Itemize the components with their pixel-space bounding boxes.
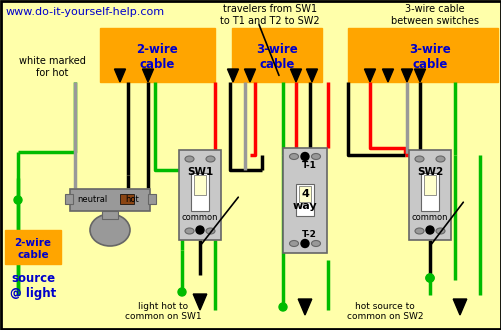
Polygon shape bbox=[227, 69, 238, 82]
Ellipse shape bbox=[185, 228, 193, 234]
Bar bbox=[408, 150, 450, 240]
Bar bbox=[231, 28, 321, 82]
Ellipse shape bbox=[414, 156, 423, 162]
Text: hot: hot bbox=[125, 195, 139, 205]
Bar bbox=[148, 194, 156, 204]
Text: common: common bbox=[411, 214, 447, 222]
Bar bbox=[420, 173, 438, 211]
Text: neutral: neutral bbox=[77, 195, 107, 205]
Polygon shape bbox=[382, 69, 393, 82]
Ellipse shape bbox=[185, 156, 193, 162]
Ellipse shape bbox=[311, 153, 320, 159]
Text: T-2: T-2 bbox=[301, 230, 316, 239]
Bar bbox=[283, 148, 326, 252]
Text: common: common bbox=[181, 214, 218, 222]
Ellipse shape bbox=[289, 241, 298, 247]
Text: travelers from SW1
to T1 and T2 to SW2: travelers from SW1 to T1 and T2 to SW2 bbox=[220, 4, 319, 26]
Bar bbox=[423, 175, 435, 195]
Ellipse shape bbox=[425, 274, 433, 282]
Text: 3-wire cable
between switches: 3-wire cable between switches bbox=[390, 4, 478, 26]
Ellipse shape bbox=[205, 156, 214, 162]
Bar bbox=[296, 184, 313, 216]
Ellipse shape bbox=[301, 240, 309, 248]
Text: T-1: T-1 bbox=[301, 161, 316, 170]
Ellipse shape bbox=[425, 226, 433, 234]
Bar bbox=[65, 194, 73, 204]
Bar bbox=[299, 186, 311, 202]
Ellipse shape bbox=[14, 196, 22, 204]
Polygon shape bbox=[244, 69, 255, 82]
Ellipse shape bbox=[311, 241, 320, 247]
Polygon shape bbox=[298, 299, 311, 315]
Text: 2-wire
cable: 2-wire cable bbox=[15, 238, 52, 260]
Ellipse shape bbox=[435, 156, 444, 162]
Text: 3-wire
cable: 3-wire cable bbox=[408, 43, 450, 71]
Polygon shape bbox=[452, 299, 466, 315]
Text: hot source to
common on SW2: hot source to common on SW2 bbox=[346, 302, 422, 321]
Polygon shape bbox=[193, 294, 206, 310]
Bar bbox=[5, 230, 61, 264]
Ellipse shape bbox=[279, 303, 287, 311]
Bar bbox=[120, 194, 134, 204]
Ellipse shape bbox=[178, 288, 186, 296]
Polygon shape bbox=[401, 69, 412, 82]
Ellipse shape bbox=[90, 214, 130, 246]
Ellipse shape bbox=[289, 153, 298, 159]
Text: white marked
for hot: white marked for hot bbox=[19, 56, 85, 78]
Bar bbox=[347, 28, 497, 82]
Polygon shape bbox=[306, 69, 317, 82]
Bar bbox=[70, 189, 150, 211]
Text: light hot to
common on SW1: light hot to common on SW1 bbox=[124, 302, 201, 321]
Ellipse shape bbox=[425, 274, 433, 282]
Text: 4
way: 4 way bbox=[292, 189, 317, 211]
Bar bbox=[102, 211, 118, 219]
Text: 3-wire
cable: 3-wire cable bbox=[256, 43, 297, 71]
Polygon shape bbox=[290, 69, 301, 82]
Text: SW1: SW1 bbox=[186, 167, 213, 177]
Polygon shape bbox=[142, 69, 153, 82]
Text: 2-wire
cable: 2-wire cable bbox=[136, 43, 177, 71]
Text: www.do-it-yourself-help.com: www.do-it-yourself-help.com bbox=[6, 7, 165, 17]
Ellipse shape bbox=[205, 228, 214, 234]
Bar bbox=[193, 175, 205, 195]
Bar bbox=[190, 173, 208, 211]
Text: SW2: SW2 bbox=[416, 167, 442, 177]
Ellipse shape bbox=[435, 228, 444, 234]
Bar bbox=[100, 28, 214, 82]
Polygon shape bbox=[414, 69, 425, 82]
Ellipse shape bbox=[301, 152, 309, 160]
Polygon shape bbox=[364, 69, 375, 82]
Polygon shape bbox=[114, 69, 125, 82]
Bar bbox=[179, 150, 220, 240]
Ellipse shape bbox=[195, 226, 203, 234]
Ellipse shape bbox=[414, 228, 423, 234]
Text: source
@ light: source @ light bbox=[10, 272, 56, 300]
